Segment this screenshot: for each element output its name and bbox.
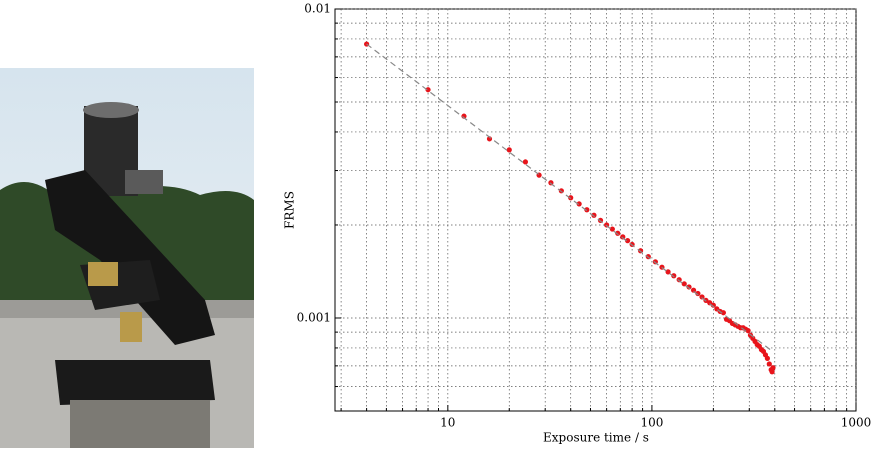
data-point [609, 226, 615, 232]
data-point [576, 201, 582, 207]
plot-frame [334, 8, 857, 412]
data-point [624, 238, 631, 244]
data-point [766, 361, 772, 367]
x-tick-label: 1000 [841, 416, 872, 430]
data-point [720, 310, 726, 316]
data-point [769, 369, 775, 375]
data-point [764, 355, 770, 361]
telescope-photo [0, 68, 254, 448]
x-tick-label: 10 [440, 416, 455, 430]
data-point [686, 284, 692, 290]
data-point [620, 234, 626, 240]
x-axis-label: Exposure time / s [543, 431, 649, 445]
data-point [690, 287, 697, 293]
data-point [770, 365, 776, 371]
data-point [568, 195, 574, 201]
data-point [615, 230, 621, 236]
y-tick-label: 0.001 [297, 310, 331, 324]
data-point [710, 302, 716, 308]
data-point [506, 147, 512, 153]
x-tick-label: 100 [640, 416, 663, 430]
data-point [671, 273, 677, 279]
data-point [425, 87, 431, 93]
data-point [591, 212, 597, 218]
fit-line [366, 43, 771, 351]
y-tick-label: 0.01 [304, 2, 331, 16]
data-point [695, 290, 701, 297]
data-point [681, 281, 687, 287]
data-point [745, 328, 751, 334]
y-axis-label: FRMS [283, 191, 297, 229]
data-point [584, 207, 590, 213]
data-point [665, 269, 671, 275]
data-point [522, 159, 529, 165]
